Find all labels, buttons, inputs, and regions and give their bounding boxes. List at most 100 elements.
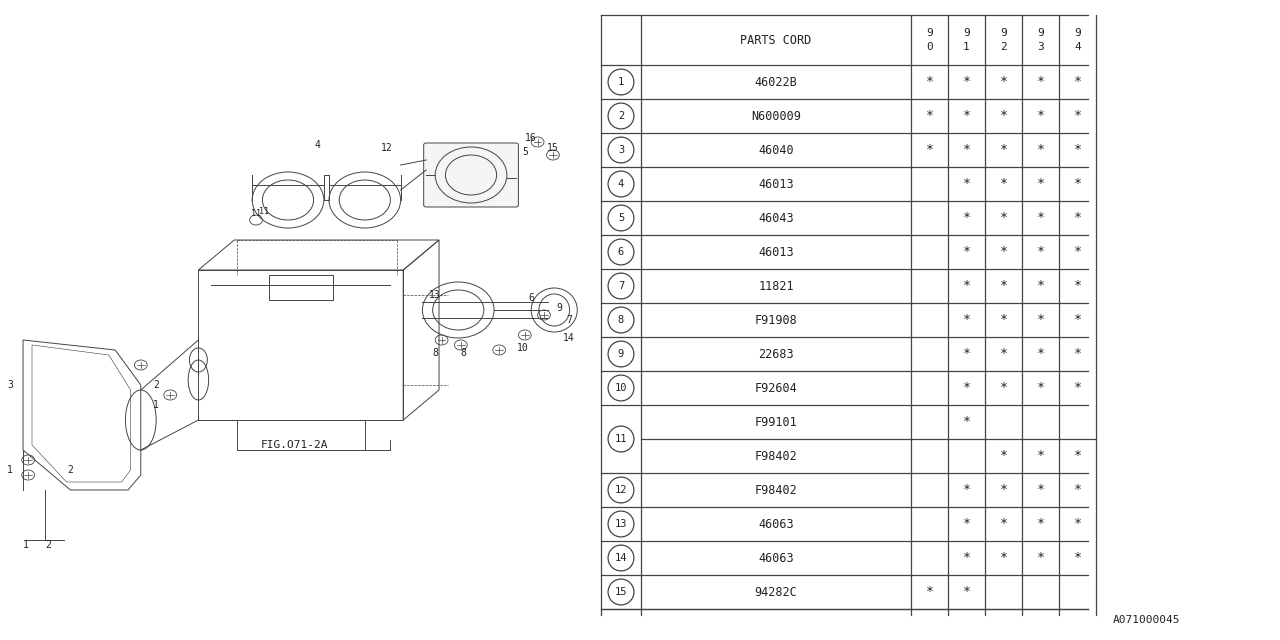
Text: *: * — [963, 109, 970, 122]
Text: 11: 11 — [614, 434, 627, 444]
Text: *: * — [1074, 211, 1082, 225]
Text: *: * — [963, 280, 970, 292]
Text: 7: 7 — [567, 315, 572, 325]
Text: *: * — [1000, 552, 1007, 564]
Text: 9: 9 — [1000, 28, 1007, 38]
Text: 1: 1 — [154, 400, 159, 410]
Text: 22683: 22683 — [758, 348, 794, 360]
Text: *: * — [1037, 552, 1044, 564]
Text: *: * — [1000, 109, 1007, 122]
Text: *: * — [1037, 109, 1044, 122]
Text: 13: 13 — [614, 519, 627, 529]
Text: 2: 2 — [68, 465, 73, 475]
Text: 2: 2 — [618, 111, 625, 121]
Text: 46063: 46063 — [758, 518, 794, 531]
Text: 6: 6 — [618, 247, 625, 257]
Text: 46013: 46013 — [758, 246, 794, 259]
Text: *: * — [1000, 314, 1007, 326]
Text: 4: 4 — [618, 179, 625, 189]
Text: 11: 11 — [259, 207, 269, 216]
Text: 14: 14 — [562, 333, 575, 343]
Text: 5: 5 — [522, 147, 527, 157]
Text: *: * — [1037, 348, 1044, 360]
Text: F91908: F91908 — [755, 314, 797, 326]
Text: 9: 9 — [557, 303, 562, 313]
Text: *: * — [1037, 483, 1044, 497]
Text: *: * — [1037, 314, 1044, 326]
Text: 10: 10 — [614, 383, 627, 393]
Text: 0: 0 — [927, 42, 933, 52]
Text: *: * — [1000, 483, 1007, 497]
Text: 4: 4 — [1074, 42, 1080, 52]
Text: *: * — [1074, 449, 1082, 463]
Text: 6: 6 — [529, 293, 534, 303]
Text: *: * — [963, 552, 970, 564]
Text: *: * — [1000, 143, 1007, 157]
Text: *: * — [963, 483, 970, 497]
Text: *: * — [1037, 280, 1044, 292]
Text: *: * — [1037, 143, 1044, 157]
Text: *: * — [1037, 381, 1044, 394]
Text: *: * — [925, 109, 933, 122]
Text: 1: 1 — [23, 540, 28, 550]
Text: *: * — [1000, 211, 1007, 225]
Text: 3: 3 — [1037, 42, 1044, 52]
Text: 11821: 11821 — [758, 280, 794, 292]
Text: 2: 2 — [1000, 42, 1007, 52]
Text: 2: 2 — [154, 380, 159, 390]
Text: *: * — [1000, 246, 1007, 259]
Text: *: * — [1000, 177, 1007, 191]
Text: 8: 8 — [461, 348, 466, 358]
Text: *: * — [1000, 518, 1007, 531]
Text: 16: 16 — [525, 133, 538, 143]
Text: *: * — [1037, 177, 1044, 191]
Text: *: * — [1037, 449, 1044, 463]
Text: *: * — [963, 381, 970, 394]
Text: *: * — [1037, 246, 1044, 259]
Text: 94282C: 94282C — [755, 586, 797, 598]
Text: *: * — [1074, 314, 1082, 326]
Text: 46063: 46063 — [758, 552, 794, 564]
Text: 15: 15 — [614, 587, 627, 597]
Text: *: * — [1074, 109, 1082, 122]
Text: *: * — [1074, 483, 1082, 497]
Text: 9: 9 — [618, 349, 625, 359]
Text: 46040: 46040 — [758, 143, 794, 157]
Text: 3: 3 — [8, 380, 13, 390]
Text: *: * — [963, 348, 970, 360]
Text: 46022B: 46022B — [755, 76, 797, 88]
Text: 46043: 46043 — [758, 211, 794, 225]
Text: *: * — [1074, 381, 1082, 394]
Text: 9: 9 — [927, 28, 933, 38]
Text: *: * — [1074, 280, 1082, 292]
Text: F92604: F92604 — [755, 381, 797, 394]
Text: *: * — [1000, 449, 1007, 463]
Text: PARTS CORD: PARTS CORD — [740, 33, 812, 47]
Bar — [269, 275, 333, 300]
Text: 8: 8 — [618, 315, 625, 325]
Text: *: * — [1074, 177, 1082, 191]
Text: 15: 15 — [547, 143, 559, 153]
Text: 12: 12 — [380, 143, 393, 153]
Text: 2: 2 — [46, 540, 51, 550]
Text: 9: 9 — [1074, 28, 1080, 38]
Text: 46013: 46013 — [758, 177, 794, 191]
Text: 12: 12 — [614, 485, 627, 495]
Text: 13: 13 — [429, 290, 442, 300]
Text: 9: 9 — [1037, 28, 1044, 38]
Bar — [198, 270, 403, 420]
Text: *: * — [925, 76, 933, 88]
Text: *: * — [963, 518, 970, 531]
FancyBboxPatch shape — [424, 143, 518, 207]
Text: 3: 3 — [618, 145, 625, 155]
Text: *: * — [963, 586, 970, 598]
Text: 5: 5 — [618, 213, 625, 223]
Text: *: * — [963, 314, 970, 326]
Text: 14: 14 — [614, 553, 627, 563]
Text: FIG.O71-2A: FIG.O71-2A — [261, 440, 328, 450]
Text: *: * — [963, 246, 970, 259]
Text: *: * — [963, 76, 970, 88]
Text: *: * — [1074, 76, 1082, 88]
Text: *: * — [925, 143, 933, 157]
Text: *: * — [1074, 348, 1082, 360]
